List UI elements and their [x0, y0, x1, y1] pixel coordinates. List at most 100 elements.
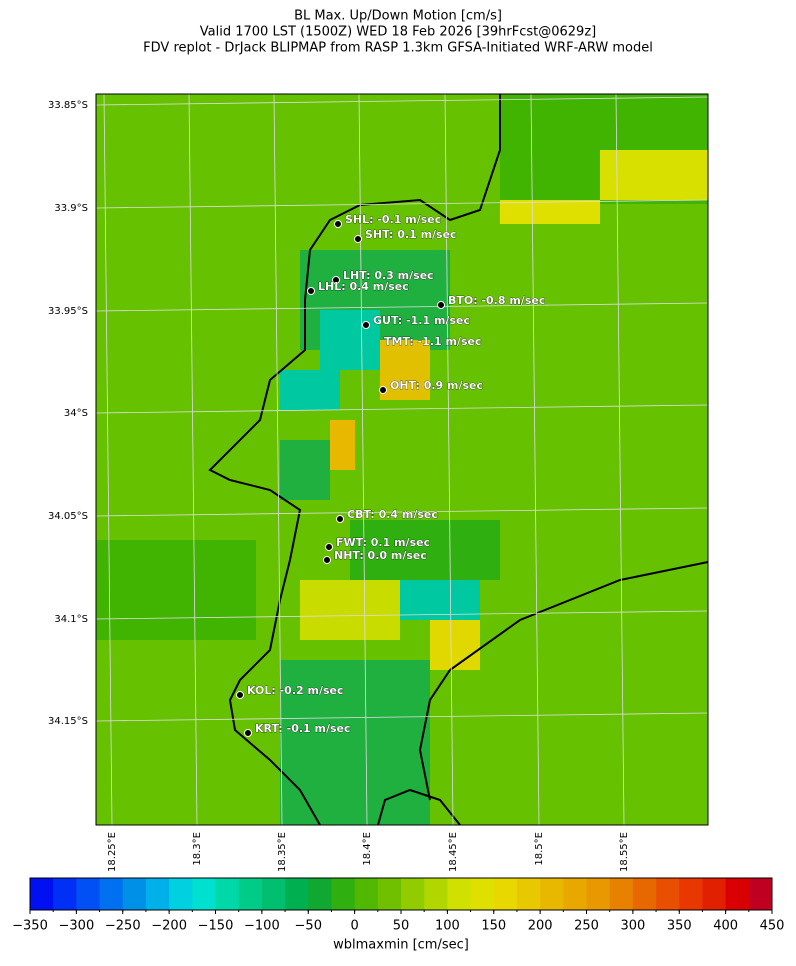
grid-line	[95, 507, 709, 517]
colorbar-tick-label: 300	[620, 919, 645, 934]
colorbar-segment	[122, 878, 147, 910]
station-label: TMT: -1.1 m/sec	[384, 335, 481, 348]
colorbar-segment	[470, 878, 495, 910]
station-dot	[336, 515, 344, 523]
colorbar-tick-label: −350	[12, 919, 48, 934]
colorbar-tick-label: −200	[151, 919, 187, 934]
colorbar-segment	[401, 878, 425, 910]
station-label: FWT: 0.1 m/sec	[336, 536, 430, 549]
grid-line	[188, 93, 198, 826]
lon-label: 18.55°E	[619, 832, 630, 872]
grid-line	[95, 96, 709, 106]
colorbar-tick-label: 50	[393, 919, 410, 934]
station-dot	[332, 276, 340, 284]
colorbar-segment	[609, 878, 634, 910]
colorbar-segment	[424, 878, 448, 910]
station-label: LHT: 0.3 m/sec	[343, 269, 434, 282]
colorbar-segment	[354, 878, 379, 910]
colorbar-tick-label: −150	[198, 919, 234, 934]
colorbar-segment	[679, 878, 703, 910]
colorbar-label: wblmaxmin [cm/sec]	[333, 938, 469, 953]
station-dot	[354, 235, 362, 243]
colorbar-segment	[516, 878, 541, 910]
colorbar-segment	[308, 878, 332, 910]
colorbar-segment	[76, 878, 101, 910]
station-dot	[334, 220, 342, 228]
station-label: LHL: 0.4 m/sec	[318, 280, 409, 293]
grid-line	[95, 610, 709, 620]
colorbar-tick-label: 150	[481, 919, 506, 934]
title-line: BL Max. Up/Down Motion [cm/s]	[294, 9, 502, 24]
lat-label: 33.95°S	[48, 306, 88, 317]
lon-label: 18.45°E	[448, 832, 459, 872]
map-field	[96, 94, 708, 825]
colorbar-segment	[30, 878, 54, 910]
colorbar-segment	[586, 878, 611, 910]
station-label: CBT: 0.4 m/sec	[347, 508, 438, 521]
colorbar-tick-label: 400	[713, 919, 738, 934]
colorbar-tick-label: −100	[244, 919, 280, 934]
lon-label: 18.25°E	[107, 832, 118, 872]
colorbar-segment	[192, 878, 216, 910]
grid-line	[103, 93, 113, 826]
grid-line	[615, 93, 625, 826]
lon-label: 18.35°E	[277, 832, 288, 872]
colorbar-segment	[563, 878, 587, 910]
grid-line	[358, 93, 368, 826]
colorbar-tick-label: −50	[295, 919, 322, 934]
grid-line	[95, 302, 709, 312]
station-label: KOL: -0.2 m/sec	[247, 684, 344, 697]
colorbar-segment	[748, 878, 773, 910]
colorbar-segment	[632, 878, 657, 910]
colorbar-segment	[53, 878, 77, 910]
colorbar-segment	[261, 878, 286, 910]
colorbar-tick-label: 0	[350, 919, 358, 934]
station-dot	[323, 556, 331, 564]
lat-label: 34.1°S	[54, 614, 88, 625]
colorbar-segment	[331, 878, 356, 910]
station-label: NHT: 0.0 m/sec	[334, 549, 427, 562]
grid-line	[273, 93, 283, 826]
colorbar-tick-label: 200	[528, 919, 553, 934]
station-dot	[362, 321, 370, 329]
colorbar-segment	[377, 878, 402, 910]
station-dot	[236, 691, 244, 699]
colorbar-tick-label: 450	[760, 919, 785, 934]
grid-line	[530, 93, 540, 826]
station-label: BTO: -0.8 m/sec	[448, 294, 545, 307]
colorbar-tick-label: −300	[59, 919, 95, 934]
station-label: SHT: 0.1 m/sec	[365, 228, 457, 241]
colorbar-segment	[493, 878, 518, 910]
colorbar-segment	[540, 878, 564, 910]
lon-label: 18.4°E	[362, 832, 373, 866]
map-frame	[95, 93, 709, 826]
colorbar-segment	[169, 878, 193, 910]
colorbar-segment	[656, 878, 680, 910]
colorbar-tick-label: 100	[435, 919, 460, 934]
station-dot	[244, 729, 252, 737]
colorbar-segment	[238, 878, 263, 910]
station-label: OHT: 0.9 m/sec	[390, 379, 483, 392]
grid-line	[95, 404, 709, 414]
colorbar-segment	[215, 878, 240, 910]
station-dot	[325, 543, 333, 551]
colorbar-segment	[285, 878, 309, 910]
lat-label: 33.85°S	[48, 100, 88, 111]
station-label: GUT: -1.1 m/sec	[373, 314, 470, 327]
title-line: FDV replot - DrJack BLIPMAP from RASP 1.…	[143, 41, 653, 56]
lon-label: 18.5°E	[534, 832, 545, 866]
lat-label: 33.9°S	[54, 203, 88, 214]
colorbar-segment	[99, 878, 124, 910]
grid-line	[444, 93, 454, 826]
grid-line	[95, 712, 709, 722]
lat-label: 34.15°S	[48, 716, 88, 727]
station-label: SHL: -0.1 m/sec	[345, 213, 441, 226]
colorbar-segment	[725, 878, 750, 910]
title-line: Valid 1700 LST (1500Z) WED 18 Feb 2026 […	[200, 25, 596, 40]
lat-label: 34°S	[64, 408, 88, 419]
colorbar-segment	[702, 878, 727, 910]
colorbar-tick-label: −250	[105, 919, 141, 934]
station-label: KRT: -0.1 m/sec	[255, 722, 351, 735]
colorbar-segment	[145, 878, 170, 910]
